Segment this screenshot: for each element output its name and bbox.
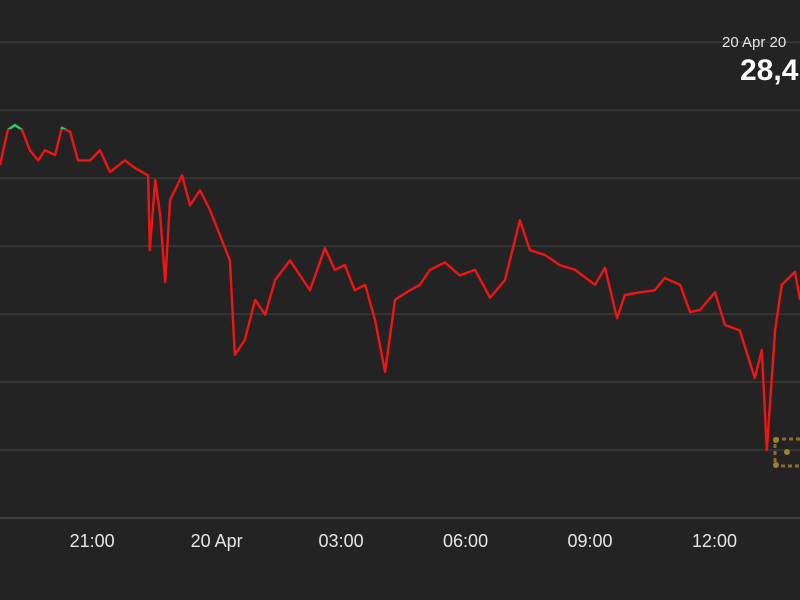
x-tick-label: 21:00 [70,531,115,551]
price-line [0,123,800,452]
grid: 21:00 20 Apr 03:00 06:00 09:00 12:00 [0,41,800,551]
marker-dot [773,462,779,468]
marker-dot [784,449,790,455]
x-tick-label: 09:00 [568,531,613,551]
hover-value: 28,4 [740,54,799,87]
plot [0,123,800,452]
marker-box [773,437,800,468]
x-tick-label: 20 Apr [191,531,243,551]
x-tick-label: 03:00 [319,531,364,551]
x-tick-label: 06:00 [443,531,488,551]
marker-dot [773,437,779,443]
marker-icon [773,437,800,468]
x-tick-label: 12:00 [692,531,737,551]
hover-date: 20 Apr 20 [722,34,786,51]
